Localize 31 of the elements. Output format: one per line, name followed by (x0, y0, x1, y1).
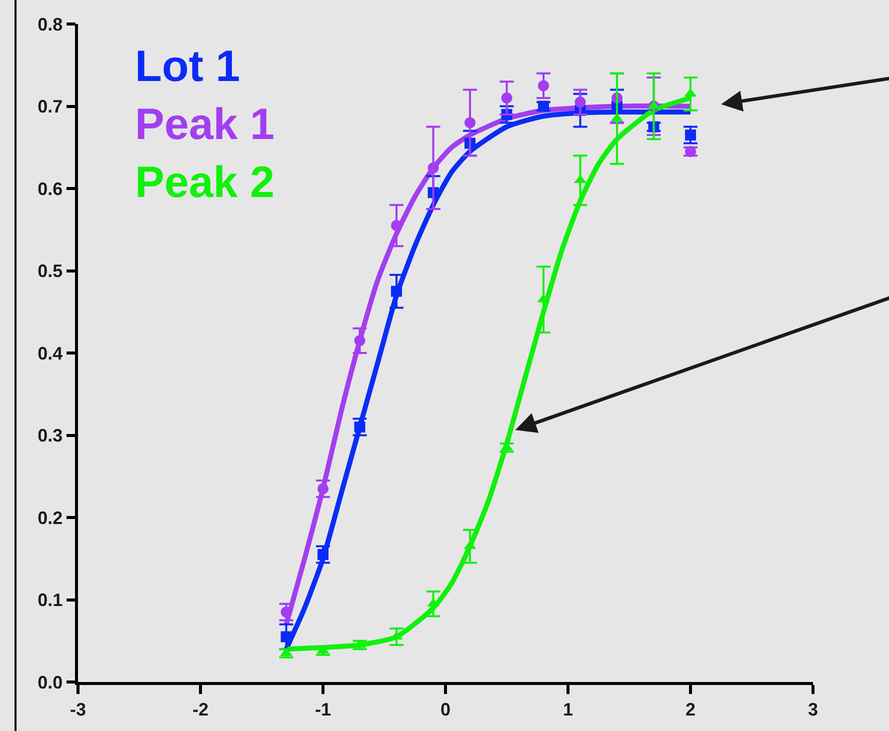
x-tick-label: -2 (192, 699, 209, 720)
point (318, 483, 328, 494)
point (354, 422, 366, 433)
y-tick-label: 0.7 (38, 96, 63, 117)
text: Peak 2 (135, 158, 274, 207)
y-tick-label: 0.3 (38, 426, 63, 446)
y-tick-label: 0.5 (38, 261, 63, 282)
x-tick-label: 3 (808, 699, 818, 720)
point (428, 162, 439, 174)
y-tick-label: 0.6 (38, 178, 63, 199)
x-tick-label: 0 (440, 699, 451, 720)
y-tick-label: 0.4 (38, 343, 63, 364)
x-tick-label: -1 (314, 699, 332, 720)
y-tick-label: 0.8 (38, 14, 63, 34)
point (280, 631, 292, 642)
x-tick-label: 2 (685, 699, 696, 720)
y-tick-label: 0.1 (38, 590, 63, 610)
point (685, 146, 696, 157)
point (538, 80, 549, 92)
point (391, 286, 402, 297)
point (574, 96, 586, 108)
point (501, 92, 512, 104)
point (464, 117, 476, 128)
y-tick-label: 0.0 (38, 672, 63, 692)
point (538, 100, 549, 112)
x-tick-label: -3 (70, 699, 86, 720)
text: Lot 1 (135, 42, 240, 91)
x-tick-label: 1 (562, 699, 574, 720)
point (354, 335, 366, 346)
y-tick-label: 0.2 (38, 508, 63, 528)
text: Peak 1 (135, 100, 274, 149)
